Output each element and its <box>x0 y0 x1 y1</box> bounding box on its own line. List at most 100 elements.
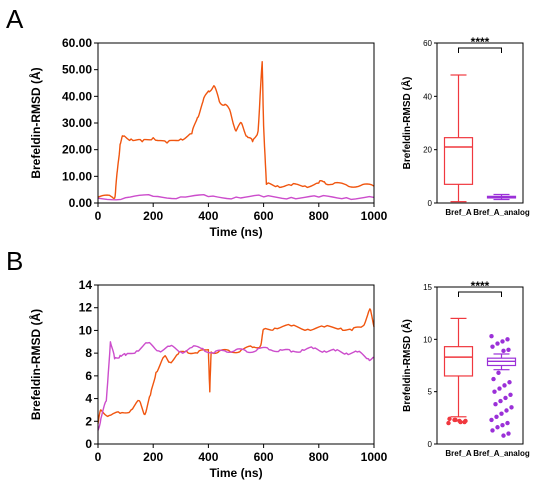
line-chart: 0 200 400 600 800 1000 0 2 4 6 8 10 12 14 Time (ns) Bre… <box>28 278 388 480</box>
y-tick-label: 14 <box>79 278 93 292</box>
plot-frame <box>97 42 375 204</box>
outlier-point <box>500 422 505 428</box>
significance-label: **** <box>471 279 490 293</box>
box-chart: 0 5 10 15 Bref_A Bref_A_analog **** Brefeldin-R… <box>400 279 530 458</box>
category-label: Bref_A <box>445 449 471 458</box>
x-tick-label: 400 <box>198 450 218 464</box>
outlier-point <box>447 416 452 422</box>
outlier-point <box>496 370 501 376</box>
y-tick-label: 30.00 <box>62 116 92 130</box>
x-tick-label: 800 <box>309 209 329 223</box>
outlier-point <box>506 431 511 436</box>
y-axis-label: Brefeldin-RMSD (Å) <box>28 309 43 420</box>
x-tick-label: 400 <box>198 209 218 223</box>
outlier-point <box>458 419 463 425</box>
outlier-point <box>490 428 495 433</box>
x-axis-label: Time (ns) <box>209 466 262 480</box>
box-2 <box>486 193 517 201</box>
outlier-point <box>501 433 506 438</box>
plot-frame <box>97 284 375 445</box>
box-iqr <box>443 346 474 377</box>
outlier-point <box>489 417 494 423</box>
box-y-axis-label: Brefeldin-RMSD (Å) <box>400 319 413 412</box>
outlier-point <box>505 420 510 426</box>
y-tick-label: 2 <box>85 414 92 428</box>
significance-bracket <box>458 47 502 53</box>
box-y-tick-label: 20 <box>423 146 432 155</box>
y-tick-label: 0 <box>85 437 92 451</box>
x-tick-label: 200 <box>143 450 163 464</box>
panel-a: A0 200 400 600 800 10000.0010.0020.0030.0040.… <box>6 4 530 239</box>
x-tick-label: 600 <box>254 209 274 223</box>
series-line-1 <box>97 61 375 200</box>
y-tick-label: 10.00 <box>62 169 92 183</box>
outlier-point <box>492 389 497 394</box>
y-tick-label: 10 <box>79 323 93 337</box>
outlier-point <box>491 376 496 382</box>
outlier-point <box>495 425 500 430</box>
box-2 <box>486 333 517 438</box>
box-1 <box>443 317 474 426</box>
significance-bracket <box>458 291 502 297</box>
box-iqr <box>443 137 474 185</box>
outlier-point <box>504 408 509 413</box>
x-tick-label: 1000 <box>361 209 388 223</box>
outlier-point <box>490 344 495 349</box>
series-line-2 <box>97 341 375 431</box>
box-y-tick-label: 0 <box>428 440 433 449</box>
box-plot-frame <box>436 42 524 204</box>
x-tick-label: 1000 <box>361 450 388 464</box>
outlier-point <box>509 405 514 410</box>
y-tick-label: 20.00 <box>62 143 92 157</box>
significance-label: **** <box>471 35 490 49</box>
box-y-tick-label: 5 <box>428 388 433 397</box>
series-line-2 <box>97 194 375 201</box>
outlier-point <box>497 386 502 391</box>
box-y-tick-label: 40 <box>423 92 432 101</box>
outlier-point <box>493 402 498 407</box>
series-line-1 <box>97 308 375 424</box>
outlier-point <box>501 348 506 354</box>
box-1 <box>443 74 474 203</box>
category-label: Bref_A_analog <box>473 208 530 217</box>
y-tick-label: 4 <box>85 392 92 406</box>
y-tick-label: 8 <box>85 346 92 360</box>
box-plot-frame <box>436 286 524 445</box>
outlier-point <box>453 417 458 423</box>
category-label: Bref_A_analog <box>473 449 530 458</box>
x-tick-label: 600 <box>254 450 274 464</box>
panel-letter: A <box>6 4 24 34</box>
line-chart: 0 200 400 600 800 1000 0.00 10.00 20.00 30.00 40.0… <box>28 36 388 239</box>
box-y-axis-label: Brefeldin-RMSD (Å) <box>400 77 413 170</box>
outlier-point <box>498 398 503 404</box>
outlier-point <box>499 411 504 416</box>
outlier-point <box>500 339 505 344</box>
y-tick-label: 60.00 <box>62 36 92 50</box>
category-label: Bref_A <box>445 208 471 217</box>
outlier-point <box>507 380 512 385</box>
y-tick-label: 6 <box>85 369 92 383</box>
x-tick-label: 800 <box>309 450 329 464</box>
y-tick-label: 0.00 <box>69 196 93 210</box>
outlier-point <box>495 341 500 346</box>
box-y-tick-label: 0 <box>428 199 433 208</box>
y-tick-label: 50.00 <box>62 63 92 77</box>
outlier-point <box>494 414 499 419</box>
x-tick-label: 0 <box>95 209 102 223</box>
outlier-point <box>489 333 494 339</box>
panel-letter: B <box>6 246 23 276</box>
outlier-point <box>506 347 511 352</box>
panel-b: B 0 200 400 600 800 1000 0 2 4 6 8 10 12 14 Time (ns) Br… <box>6 246 530 480</box>
outlier-point <box>505 337 510 342</box>
y-tick-label: 40.00 <box>62 89 92 103</box>
outlier-point <box>508 392 513 398</box>
outlier-point <box>446 420 451 426</box>
x-tick-label: 200 <box>143 209 163 223</box>
outlier-point <box>503 395 508 401</box>
outlier-point <box>502 383 507 388</box>
outlier-point <box>463 418 468 424</box>
box-chart: 0 20 40 60 Bref_A Bref_A_analog **** Brefeldin-… <box>400 35 530 217</box>
x-axis-label: Time (ns) <box>209 225 262 239</box>
box-y-tick-label: 60 <box>423 39 432 48</box>
